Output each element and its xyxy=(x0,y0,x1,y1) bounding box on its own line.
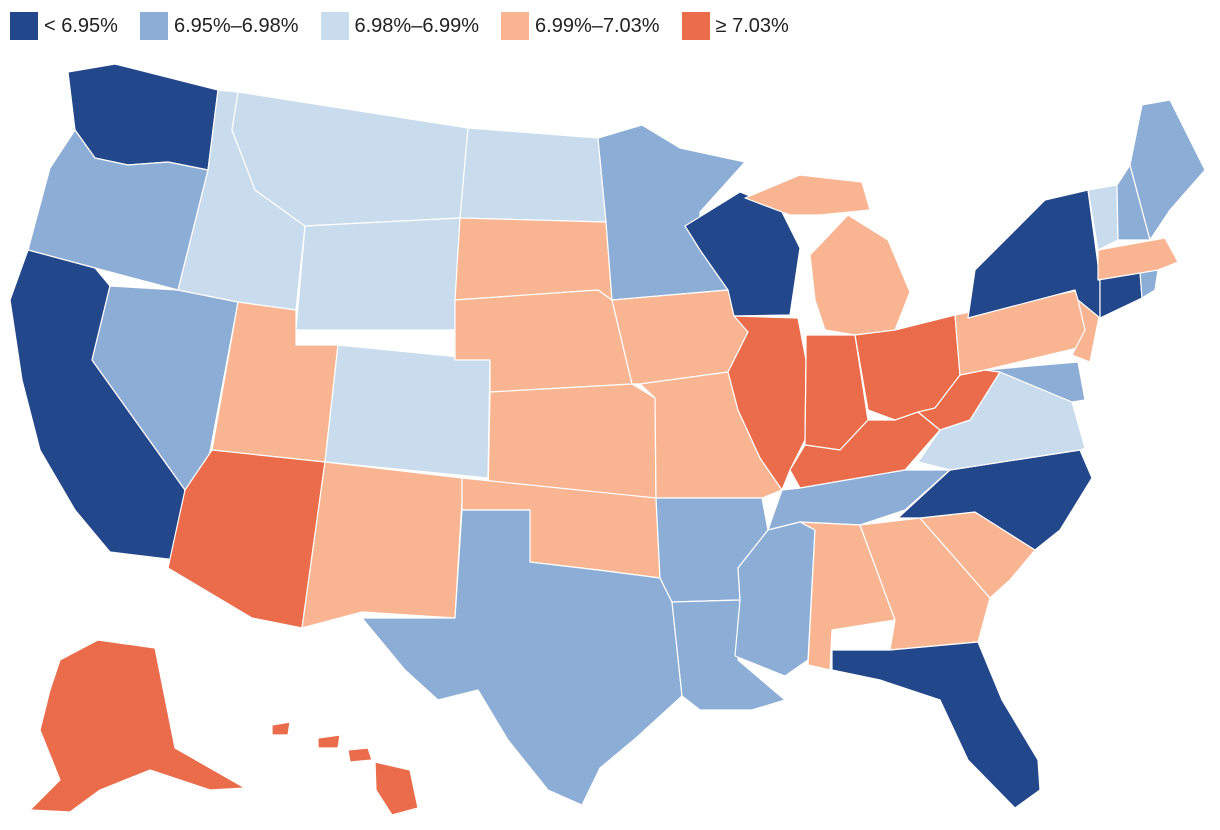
state-me xyxy=(1129,99,1206,241)
state-ia xyxy=(611,289,749,385)
state-co xyxy=(324,344,491,479)
state-md xyxy=(984,361,1086,403)
legend-item-2: 6.95%–6.98% xyxy=(139,12,299,40)
state-ny xyxy=(967,189,1101,319)
legend-swatch-3 xyxy=(320,12,349,40)
state-ks xyxy=(487,383,657,499)
legend-swatch-5 xyxy=(681,12,710,40)
state-tx xyxy=(361,509,683,806)
state-ca xyxy=(9,249,186,561)
state-fl xyxy=(831,641,1041,809)
legend-item-3: 6.98%–6.99% xyxy=(320,12,480,40)
state-ri xyxy=(1139,269,1159,299)
state-hi xyxy=(271,721,419,816)
legend-item-5: ≥ 7.03% xyxy=(681,12,789,40)
legend-swatch-1 xyxy=(10,12,38,40)
legend-swatch-2 xyxy=(139,12,168,40)
legend-label-3: 6.98%–6.99% xyxy=(354,14,480,37)
legend-item-4: 6.99%–7.03% xyxy=(501,12,660,40)
state-wy xyxy=(295,217,461,331)
legend-swatch-4 xyxy=(501,12,530,40)
state-nm xyxy=(301,461,463,629)
state-nd xyxy=(459,127,607,223)
state-sd xyxy=(454,217,613,301)
legend-label-4: 6.99%–7.03% xyxy=(535,14,660,37)
legend-item-1: < 6.95% xyxy=(10,12,118,40)
legend-label-1: < 6.95% xyxy=(44,14,118,37)
state-ak xyxy=(29,639,246,813)
legend-label-2: 6.95%–6.98% xyxy=(173,14,299,37)
legend: < 6.95% 6.95%–6.98% 6.98%–6.99% 6.99%–7.… xyxy=(10,12,811,40)
state-ma xyxy=(1097,237,1179,281)
legend-label-5: ≥ 7.03% xyxy=(715,14,789,37)
